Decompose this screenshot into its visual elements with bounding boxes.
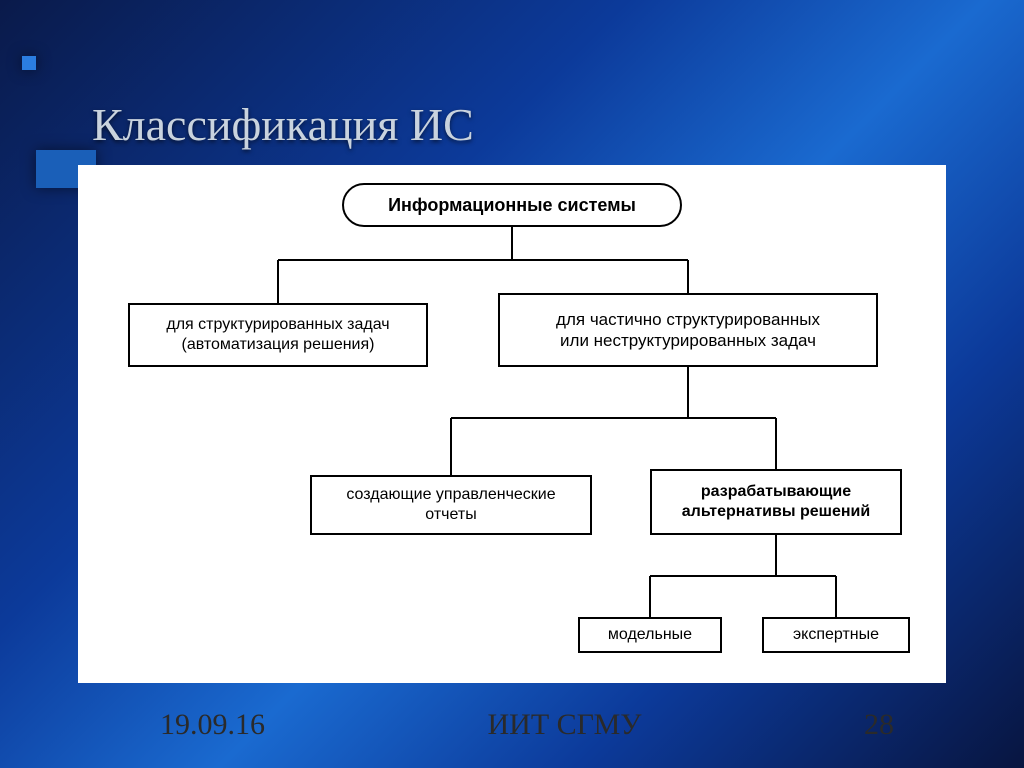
accent-square-small — [22, 56, 36, 70]
slide-footer: 19.09.16 ИИТ СГМУ 28 — [0, 708, 1024, 742]
footer-date: 19.09.16 — [160, 708, 265, 742]
slide-title: Классификация ИС — [92, 98, 474, 151]
footer-org: ИИТ СГМУ — [487, 708, 641, 742]
node-b2: разрабатывающиеальтернативы решений — [650, 469, 902, 535]
diagram-connectors — [78, 165, 946, 683]
node-b: для частично структурированныхили нестру… — [498, 293, 878, 367]
footer-page: 28 — [864, 708, 894, 742]
node-b1: создающие управленческиеотчеты — [310, 475, 592, 535]
node-root: Информационные системы — [342, 183, 682, 227]
diagram-panel: Информационные системы для структурирован… — [78, 165, 946, 683]
node-b2a: модельные — [578, 617, 722, 653]
node-a: для структурированных задач(автоматизаци… — [128, 303, 428, 367]
node-b2b: экспертные — [762, 617, 910, 653]
